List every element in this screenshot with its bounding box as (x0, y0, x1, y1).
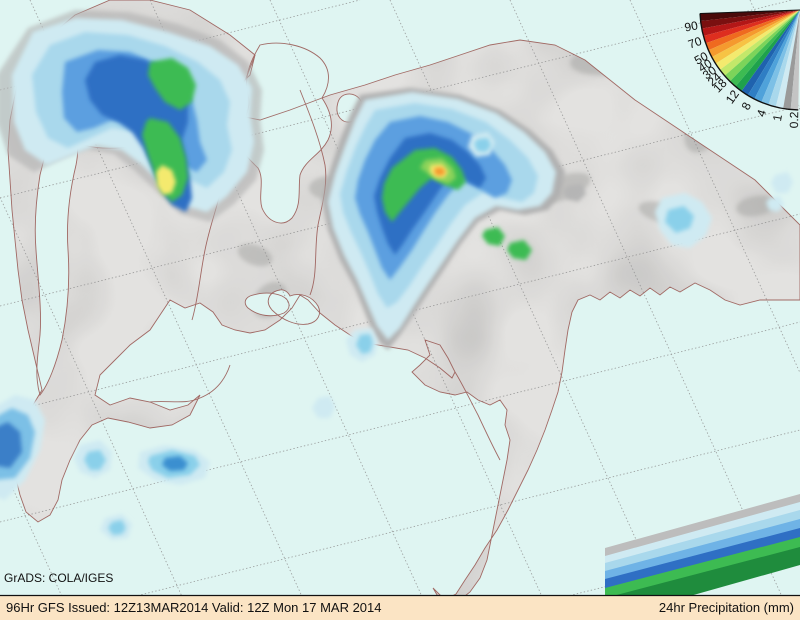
svg-text:GrADS: COLA/IGES: GrADS: COLA/IGES (4, 571, 113, 585)
svg-text:0.2: 0.2 (787, 111, 800, 128)
svg-text:24hr Precipitation (mm): 24hr Precipitation (mm) (659, 600, 794, 615)
svg-text:96Hr GFS Issued: 12Z13MAR2014: 96Hr GFS Issued: 12Z13MAR2014 Valid: 12Z… (6, 600, 382, 615)
